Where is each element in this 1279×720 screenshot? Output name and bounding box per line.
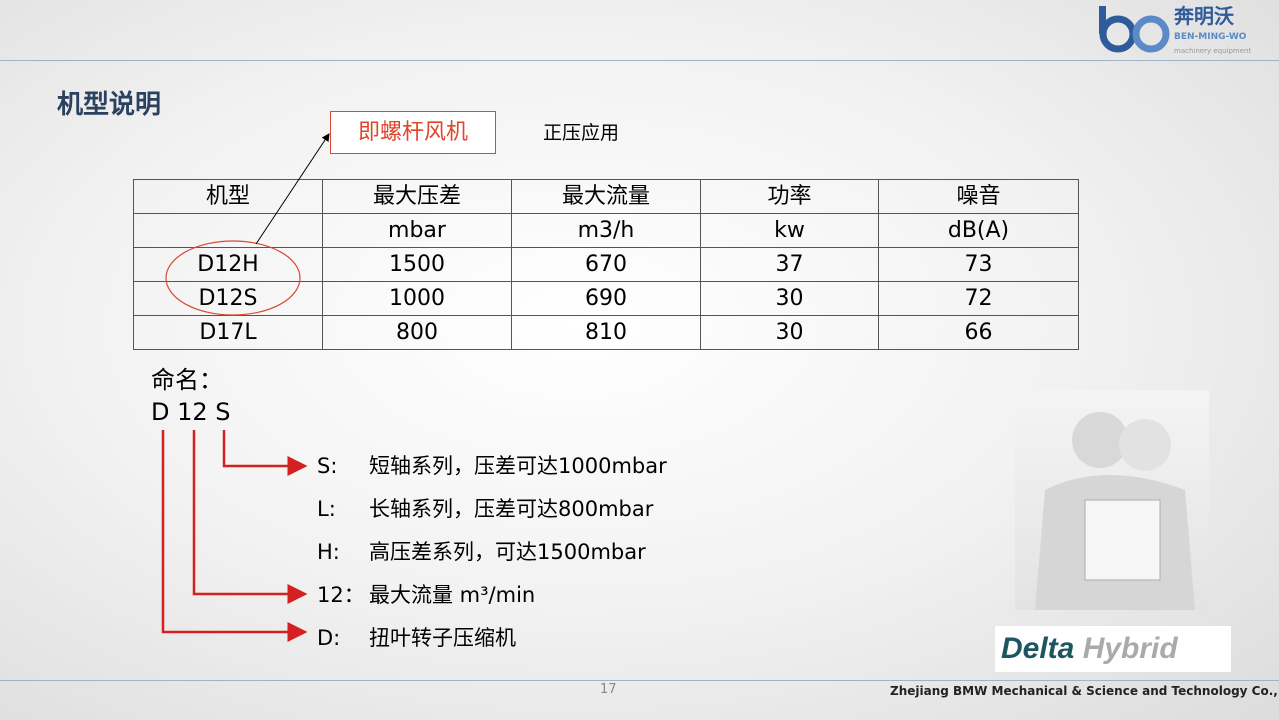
twelve-arrow [192, 430, 308, 604]
cell: 30 [700, 281, 879, 316]
d-arrow [161, 430, 308, 642]
bottom-divider [0, 680, 1279, 681]
note-text: 正压应用 [543, 122, 620, 144]
highlight-ellipse [165, 240, 301, 316]
unit-cell [133, 213, 323, 248]
cell: 670 [511, 247, 701, 282]
page-title: 机型说明 [57, 90, 162, 120]
cell: D12H [133, 247, 323, 282]
company-logo: 奔明沃 BEN-MING-WO machinery equipment [1099, 4, 1251, 55]
logo-sub-text: machinery equipment [1174, 47, 1251, 55]
table-row: D12H 1500 670 37 73 [133, 247, 1079, 282]
delta-hybrid-logo: Delta Hybrid [995, 626, 1231, 672]
cell: 73 [878, 247, 1079, 282]
naming-label: 命名： [151, 366, 223, 394]
cell: D12S [133, 281, 323, 316]
cell: 66 [878, 315, 1079, 350]
naming-key: H: [317, 540, 340, 564]
naming-key: 12： [317, 583, 365, 607]
brand-delta: Delta [1001, 632, 1075, 665]
naming-text: 短轴系列，压差可达1000mbar [369, 454, 667, 478]
unit-cell: kw [700, 213, 879, 248]
cell: D17L [133, 315, 323, 350]
naming-key: S: [317, 454, 338, 478]
table-row: D17L 800 810 30 66 [133, 315, 1079, 350]
cell: 810 [511, 315, 701, 350]
naming-item: L: 长轴系列，压差可达800mbar [317, 495, 653, 523]
cell: 1000 [322, 281, 512, 316]
naming-item: 12： 最大流量 m³/min [317, 581, 535, 609]
cell: 30 [700, 315, 879, 350]
table-header-row: 机型 最大压差 最大流量 功率 噪音 [133, 179, 1079, 214]
naming-code: D 12 S [151, 398, 231, 426]
table-row: D12S 1000 690 30 72 [133, 281, 1079, 316]
model-table: 机型 最大压差 最大流量 功率 噪音 mbar m3/h kw dB(A) D1… [133, 179, 1079, 350]
header-cell: 最大压差 [322, 179, 512, 214]
naming-item: S: 短轴系列，压差可达1000mbar [317, 452, 667, 480]
brand-hybrid: Hybrid [1082, 632, 1178, 665]
naming-item: H: 高压差系列，可达1500mbar [317, 538, 646, 566]
top-divider [0, 60, 1279, 61]
s-arrow [222, 430, 308, 476]
callout-box: 即螺杆风机 [330, 111, 496, 154]
table-unit-row: mbar m3/h kw dB(A) [133, 213, 1079, 248]
naming-block: 命名： D 12 S [151, 364, 231, 428]
naming-item: D: 扭叶转子压缩机 [317, 624, 516, 652]
naming-text: 高压差系列，可达1500mbar [369, 540, 646, 564]
naming-text: 长轴系列，压差可达800mbar [369, 497, 654, 521]
callout-arrow [255, 133, 330, 245]
header-cell: 最大流量 [511, 179, 701, 214]
company-name: Zhejiang BMW Mechanical & Science and Te… [890, 684, 1279, 698]
page-number: 17 [600, 682, 617, 697]
unit-cell: m3/h [511, 213, 701, 248]
naming-key: D: [317, 626, 341, 650]
robot-image [1015, 390, 1209, 610]
logo-en-text: BEN-MING-WO [1174, 32, 1247, 42]
unit-cell: dB(A) [878, 213, 1079, 248]
logo-cn-text: 奔明沃 [1173, 4, 1234, 28]
naming-text: 最大流量 m³/min [369, 583, 536, 607]
naming-key: L: [317, 497, 336, 521]
naming-text: 扭叶转子压缩机 [369, 626, 516, 650]
header-cell: 功率 [700, 179, 879, 214]
robot-illustration [1035, 412, 1195, 610]
